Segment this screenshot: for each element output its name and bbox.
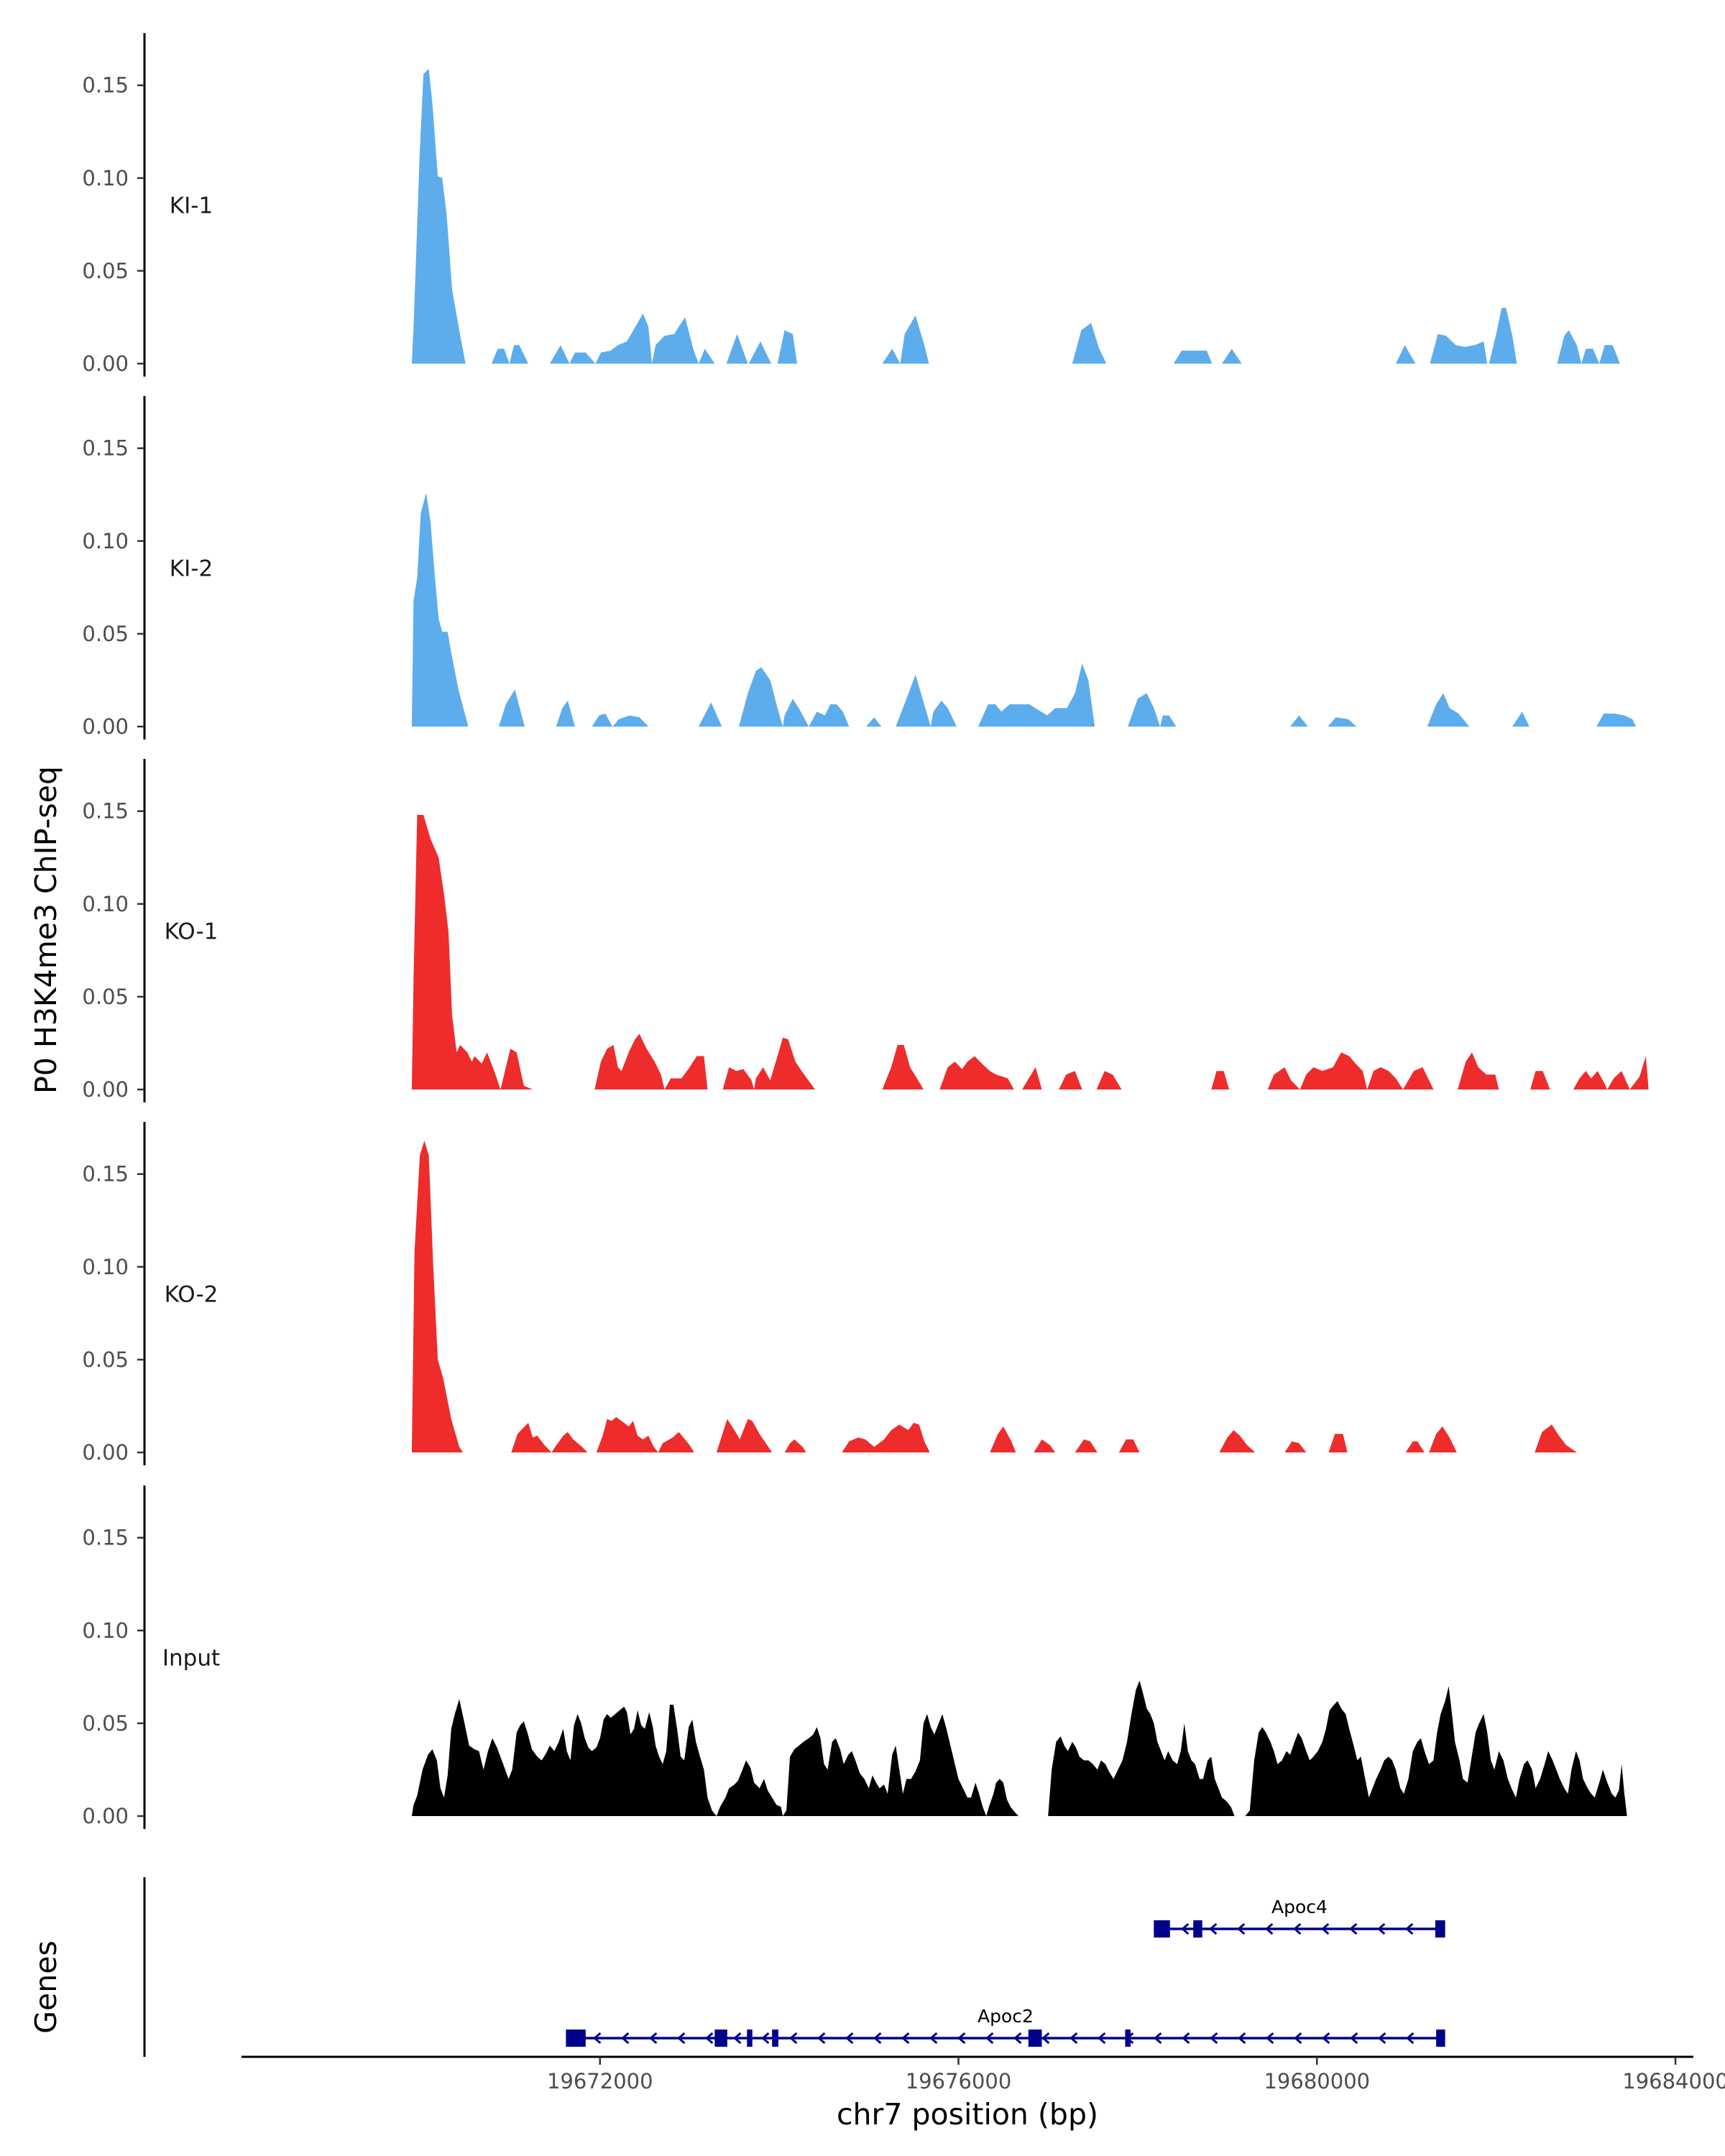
strand-arrow: [901, 2032, 910, 2045]
x-axis-title: chr7 position (bp): [837, 2097, 1098, 2132]
track-label: KI-2: [170, 556, 213, 582]
strand-arrow: [1266, 2032, 1274, 2045]
exon: [1028, 2030, 1042, 2047]
exon: [1125, 2030, 1131, 2047]
track-ko-1: 0.00 0.05 0.10 0.15 KO-1: [82, 759, 1649, 1102]
strand-arrow: [929, 2032, 938, 2045]
y-axis-title: P0 H3K4me3 ChIP-seq: [29, 766, 63, 1094]
strand-arrow: [789, 2032, 798, 2045]
y-tick-label: 0.05: [82, 1711, 129, 1736]
coverage-area-ko-1: [411, 814, 1649, 1089]
strand-arrow: [1070, 2032, 1078, 2045]
exon: [1435, 1920, 1445, 1938]
exon: [772, 2030, 778, 2047]
strand-arrow: [817, 2032, 826, 2045]
strand-arrow: [1237, 1922, 1246, 1935]
y-tick-label: 0.00: [82, 351, 129, 376]
strand-arrow: [1013, 2032, 1022, 2045]
track-input: 0.00 0.05 0.10 0.15 Input: [82, 1485, 1627, 1829]
exon: [1193, 1920, 1202, 1938]
strand-arrow: [957, 2032, 966, 2045]
strand-arrow: [1041, 2032, 1050, 2045]
track-label: KI-1: [170, 193, 213, 219]
track-panels: 0.00 0.05 0.10 0.15 KI-1 0.00 0.05 0.10 0.15 KI-2…: [82, 33, 1649, 1829]
genes-axis-title: Genes: [29, 1940, 63, 2034]
genes-panel: Apoc4 Apoc2: [143, 1877, 1445, 2057]
x-tick-label: 19684000: [1622, 2069, 1725, 2093]
y-tick-label: 0.00: [82, 714, 129, 739]
strand-arrow: [1293, 1922, 1302, 1935]
strand-arrow: [1294, 2032, 1302, 2045]
track-ki-1: 0.00 0.05 0.10 0.15 KI-1: [82, 33, 1620, 377]
y-tick-label: 0.00: [82, 1804, 129, 1828]
strand-arrow: [677, 2032, 686, 2045]
y-tick-label: 0.10: [82, 1618, 129, 1643]
strand-arrow: [593, 2032, 602, 2045]
coverage-area-ko-2: [411, 1141, 1577, 1452]
exon: [1436, 2030, 1445, 2047]
y-tick-label: 0.10: [82, 1255, 129, 1279]
x-axis: 19672000 19676000 19680000 19684000: [242, 2055, 1725, 2093]
coverage-area-ki-1: [411, 68, 1620, 364]
strand-arrow: [1322, 2032, 1330, 2045]
exon: [1154, 1920, 1170, 1938]
strand-arrow: [761, 2032, 770, 2045]
y-tick-label: 0.00: [82, 1077, 129, 1102]
x-tick-label: 19676000: [906, 2069, 1012, 2093]
x-tick-label: 19672000: [547, 2069, 653, 2093]
strand-arrow: [1349, 1922, 1358, 1935]
strand-arrow: [733, 2032, 742, 2045]
strand-arrow: [1154, 2032, 1162, 2045]
strand-arrow: [649, 2032, 658, 2045]
gene-label: Apoc2: [978, 2006, 1034, 2027]
strand-arrow: [1209, 1922, 1218, 1935]
coverage-area-ki-2: [411, 492, 1637, 727]
strand-arrow: [1377, 1922, 1386, 1935]
y-tick-label: 0.10: [82, 892, 129, 916]
exon: [714, 2030, 727, 2047]
strand-arrow: [1098, 2032, 1106, 2045]
strand-arrow: [1210, 2032, 1218, 2045]
x-tick-label: 19680000: [1264, 2069, 1370, 2093]
y-tick-label: 0.15: [82, 73, 129, 98]
y-tick-label: 0.00: [82, 1440, 129, 1465]
y-tick-label: 0.05: [82, 259, 129, 283]
strand-arrow: [1378, 2032, 1386, 2045]
strand-arrow: [1238, 2032, 1246, 2045]
y-tick-label: 0.15: [82, 799, 129, 824]
track-ki-2: 0.00 0.05 0.10 0.15 KI-2: [82, 396, 1637, 740]
strand-arrow: [1350, 2032, 1358, 2045]
y-tick-label: 0.05: [82, 1348, 129, 1372]
exon: [747, 2030, 753, 2047]
y-tick-label: 0.15: [82, 436, 129, 461]
gene-apoc2: Apoc2: [566, 2006, 1445, 2047]
strand-arrow: [985, 2032, 994, 2045]
strand-arrow: [845, 2032, 854, 2045]
track-ko-2: 0.00 0.05 0.10 0.15 KO-2: [82, 1122, 1577, 1465]
y-tick-label: 0.15: [82, 1526, 129, 1550]
y-tick-label: 0.15: [82, 1162, 129, 1187]
track-label: KO-1: [165, 919, 218, 945]
y-tick-label: 0.05: [82, 622, 129, 646]
track-label: Input: [162, 1646, 220, 1672]
strand-arrow: [1265, 1922, 1274, 1935]
track-label: KO-2: [165, 1282, 218, 1308]
strand-arrow: [873, 2032, 882, 2045]
strand-arrow: [705, 2032, 714, 2045]
strand-arrow: [1406, 2032, 1414, 2045]
strand-arrow: [621, 2032, 630, 2045]
strand-arrow: [1405, 1922, 1414, 1935]
gene-label: Apoc4: [1271, 1897, 1328, 1917]
strand-arrow: [1321, 1922, 1330, 1935]
y-tick-label: 0.10: [82, 529, 129, 553]
exon: [566, 2030, 586, 2047]
strand-arrow: [1182, 2032, 1190, 2045]
coverage-area-input: [411, 1680, 1627, 1816]
gene-apoc4: Apoc4: [1154, 1897, 1445, 1938]
y-tick-label: 0.05: [82, 985, 129, 1009]
strand-arrow: [1181, 1922, 1190, 1935]
y-tick-label: 0.10: [82, 166, 129, 190]
